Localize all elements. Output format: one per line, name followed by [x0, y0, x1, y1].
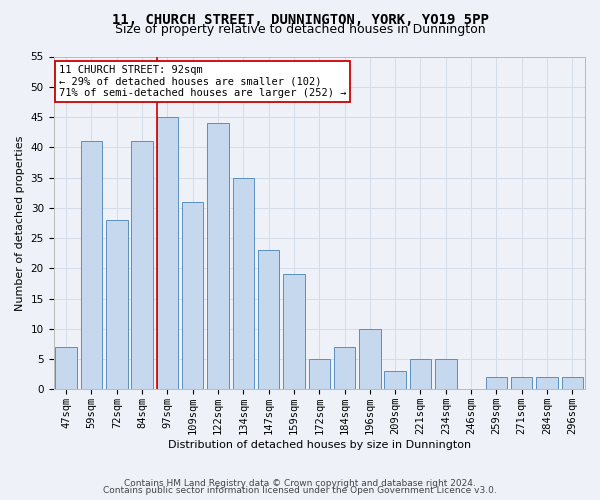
- Bar: [258, 250, 280, 390]
- Y-axis label: Number of detached properties: Number of detached properties: [15, 135, 25, 310]
- Bar: [207, 123, 229, 390]
- Text: Size of property relative to detached houses in Dunnington: Size of property relative to detached ho…: [115, 22, 485, 36]
- Text: Contains HM Land Registry data © Crown copyright and database right 2024.: Contains HM Land Registry data © Crown c…: [124, 478, 476, 488]
- Bar: [182, 202, 203, 390]
- Bar: [283, 274, 305, 390]
- Bar: [233, 178, 254, 390]
- Bar: [157, 117, 178, 390]
- Text: 11, CHURCH STREET, DUNNINGTON, YORK, YO19 5PP: 11, CHURCH STREET, DUNNINGTON, YORK, YO1…: [112, 12, 488, 26]
- Bar: [435, 359, 457, 390]
- Bar: [511, 377, 532, 390]
- Bar: [562, 377, 583, 390]
- Bar: [485, 377, 507, 390]
- Bar: [410, 359, 431, 390]
- Bar: [106, 220, 128, 390]
- Bar: [385, 371, 406, 390]
- Bar: [334, 347, 355, 390]
- X-axis label: Distribution of detached houses by size in Dunnington: Distribution of detached houses by size …: [168, 440, 471, 450]
- Text: 11 CHURCH STREET: 92sqm
← 29% of detached houses are smaller (102)
71% of semi-d: 11 CHURCH STREET: 92sqm ← 29% of detache…: [59, 65, 346, 98]
- Bar: [55, 347, 77, 390]
- Bar: [536, 377, 558, 390]
- Bar: [131, 141, 153, 390]
- Bar: [81, 141, 102, 390]
- Text: Contains public sector information licensed under the Open Government Licence v3: Contains public sector information licen…: [103, 486, 497, 495]
- Bar: [359, 329, 380, 390]
- Bar: [308, 359, 330, 390]
